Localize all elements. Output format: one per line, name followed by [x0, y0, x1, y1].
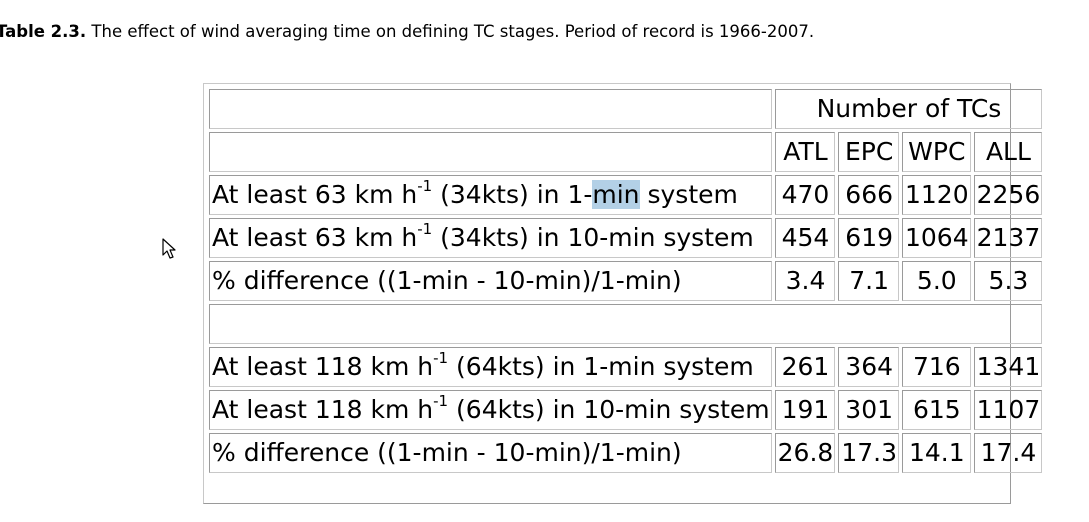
table-cell: 666 [838, 175, 899, 215]
table-cell: 716 [902, 347, 971, 387]
row-label: % difference ((1-min - 10-min)/1-min) [209, 433, 772, 473]
table-cell: 2256 [973, 175, 1043, 215]
table-row: At least 63 km h-1 (34kts) in 10-min sys… [209, 218, 1043, 258]
table-cell: 17.3 [838, 433, 899, 473]
column-header-epc: EPC [838, 132, 899, 172]
row-label-text: At least 63 km h [212, 223, 418, 252]
spacer-row [209, 304, 1043, 344]
table-caption: Table 2.3. The effect of wind averaging … [0, 22, 814, 41]
column-header-atl: ATL [774, 132, 836, 172]
row-label: At least 118 km h-1 (64kts) in 10-min sy… [209, 390, 772, 430]
table-cell: 1107 [973, 390, 1043, 430]
selected-text[interactable]: min [592, 180, 640, 209]
row-label: At least 63 km h-1 (34kts) in 10-min sys… [209, 218, 772, 258]
table-cell: 619 [838, 218, 899, 258]
row-label-text: At least 118 km h [212, 352, 434, 381]
column-header-all: ALL [973, 132, 1043, 172]
table-cell: 26.8 [774, 433, 836, 473]
table-cell: 261 [774, 347, 836, 387]
row-label-text: (34kts) in 10-min system [432, 223, 754, 252]
row-label-text: At least 63 km h [212, 180, 418, 209]
table-row: At least 118 km h-1 (64kts) in 10-min sy… [209, 390, 1043, 430]
table-cell: 1341 [973, 347, 1043, 387]
table-header-row: Number of TCs [209, 89, 1043, 129]
arrow-pointer-icon [162, 238, 176, 259]
row-label: At least 118 km h-1 (64kts) in 1-min sys… [209, 347, 772, 387]
table-cell: 2137 [973, 218, 1043, 258]
table-cell: 7.1 [838, 261, 899, 301]
table-cell: 301 [838, 390, 899, 430]
row-label-text: system [639, 180, 738, 209]
row-label-superscript: -1 [417, 177, 433, 195]
table-cell: 454 [774, 218, 836, 258]
empty-header-cell [209, 132, 772, 172]
table-cell: 14.1 [902, 433, 971, 473]
table-cell: 470 [774, 175, 836, 215]
table-row: % difference ((1-min - 10-min)/1-min) 3.… [209, 261, 1043, 301]
empty-spacer-cell [209, 304, 1043, 344]
empty-header-cell [209, 89, 772, 129]
row-label-superscript: -1 [433, 349, 449, 367]
table-cell: 17.4 [973, 433, 1043, 473]
table-row: At least 63 km h-1 (34kts) in 1-min syst… [209, 175, 1043, 215]
table-cell: 364 [838, 347, 899, 387]
table-row: At least 118 km h-1 (64kts) in 1-min sys… [209, 347, 1043, 387]
row-label-text: At least 118 km h [212, 395, 434, 424]
table-cell: 1064 [902, 218, 971, 258]
table-row: % difference ((1-min - 10-min)/1-min) 26… [209, 433, 1043, 473]
tc-stages-table: Number of TCs ATL EPC WPC ALL At least 6… [206, 86, 1045, 476]
data-table-frame: Number of TCs ATL EPC WPC ALL At least 6… [203, 83, 1043, 504]
caption-label: Table 2.3. [0, 22, 87, 41]
row-label-text: (34kts) in 1- [432, 180, 593, 209]
table-cell: 191 [774, 390, 836, 430]
row-label-superscript: -1 [433, 392, 449, 410]
row-label: At least 63 km h-1 (34kts) in 1-min syst… [209, 175, 772, 215]
row-label-superscript: -1 [417, 220, 433, 238]
group-header: Number of TCs [774, 89, 1043, 129]
column-header-row: ATL EPC WPC ALL [209, 132, 1043, 172]
table-cell: 615 [902, 390, 971, 430]
table-cell: 5.0 [902, 261, 971, 301]
column-header-wpc: WPC [902, 132, 971, 172]
row-label-text: (64kts) in 10-min system [448, 395, 770, 424]
table-cell: 3.4 [774, 261, 836, 301]
row-label-text: (64kts) in 1-min system [448, 352, 754, 381]
caption-text: The effect of wind averaging time on def… [86, 22, 815, 41]
table-cell: 1120 [902, 175, 971, 215]
table-cell: 5.3 [973, 261, 1043, 301]
row-label: % difference ((1-min - 10-min)/1-min) [209, 261, 772, 301]
